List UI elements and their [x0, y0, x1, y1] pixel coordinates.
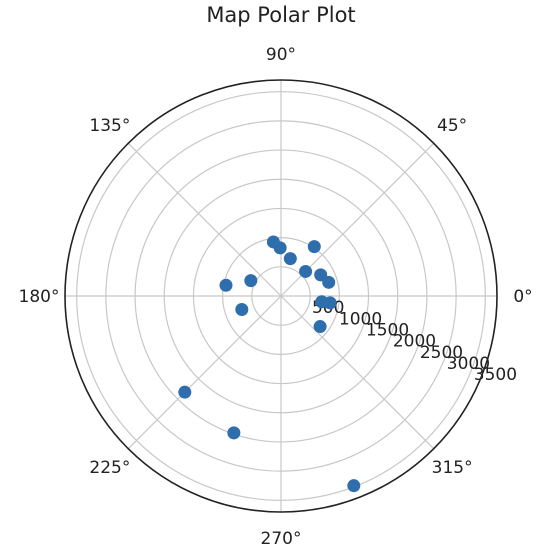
theta-label-270: 270° — [261, 529, 302, 549]
grid-spoke-135 — [127, 142, 282, 297]
r-label-3500: 3500 — [474, 365, 517, 385]
theta-label-45: 45° — [437, 116, 467, 136]
polar-outer-circle — [64, 79, 498, 513]
angular-grid — [65, 80, 497, 512]
data-point — [313, 320, 327, 334]
data-points — [178, 235, 361, 493]
grid-spoke-225 — [127, 295, 282, 450]
data-point — [307, 240, 321, 254]
data-point — [219, 278, 233, 292]
r-label-1500: 1500 — [366, 321, 409, 341]
theta-label-135: 135° — [89, 116, 130, 136]
theta-label-90: 90° — [266, 45, 296, 65]
data-point — [227, 426, 241, 440]
data-point — [273, 241, 287, 255]
r-label-2000: 2000 — [393, 332, 436, 352]
polar-frame — [64, 79, 498, 513]
data-point — [235, 302, 249, 316]
r-tick-labels: 500100015002000250030003500 — [312, 298, 517, 385]
theta-label-315: 315° — [432, 458, 473, 478]
data-point — [299, 264, 313, 278]
data-point — [322, 275, 336, 289]
r-label-3000: 3000 — [447, 354, 490, 374]
data-point — [283, 252, 297, 266]
theta-tick-labels: 0° 45° 90° 135° 180° 225° 270° 315° — [19, 45, 533, 549]
r-label-1000: 1000 — [339, 309, 382, 329]
data-point — [347, 479, 361, 493]
chart-title: Map Polar Plot — [206, 3, 355, 27]
data-point — [178, 385, 192, 399]
r-label-2500: 2500 — [420, 343, 463, 363]
theta-label-180: 180° — [19, 287, 60, 307]
theta-label-225: 225° — [89, 458, 130, 478]
data-point — [244, 274, 258, 288]
theta-label-0: 0° — [513, 287, 532, 307]
grid-spoke-315 — [280, 295, 435, 450]
data-point — [323, 296, 337, 310]
